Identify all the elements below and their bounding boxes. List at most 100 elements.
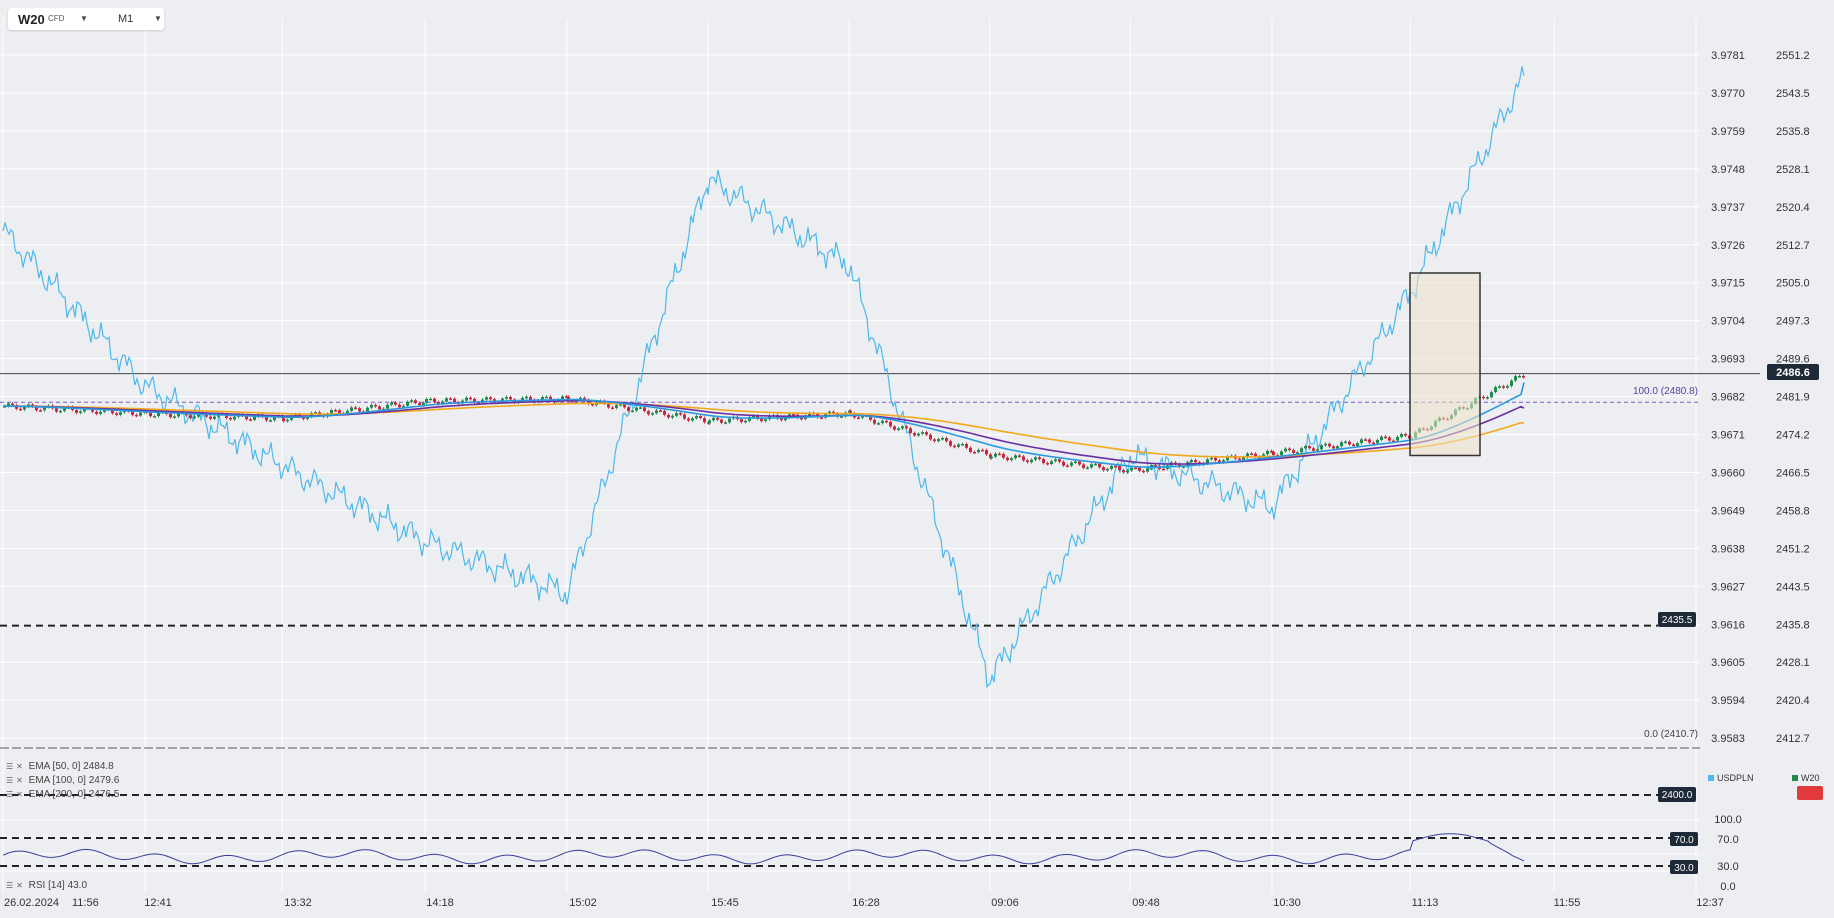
candle-down xyxy=(39,410,42,412)
candle-down xyxy=(1348,441,1351,445)
candle-down xyxy=(449,398,452,400)
candle-up xyxy=(1316,449,1319,451)
candle-down xyxy=(720,419,723,423)
right-axis-tick-label: 2474.2 xyxy=(1776,430,1810,442)
settings-icon[interactable]: ☰ xyxy=(6,776,14,785)
candle-down xyxy=(945,437,948,442)
close-icon[interactable]: ✕ xyxy=(16,776,23,785)
candle-up xyxy=(1400,434,1403,437)
candle-down xyxy=(477,402,480,404)
left-axis-tick-label: 3.9583 xyxy=(1711,733,1745,745)
timeframe-dropdown-icon[interactable]: ▼ xyxy=(154,14,162,23)
left-axis-tick-label: 3.9627 xyxy=(1711,581,1745,593)
candle-up xyxy=(941,437,944,440)
candle-down xyxy=(703,418,706,423)
candle-down xyxy=(1254,453,1257,457)
candle-up xyxy=(1510,380,1513,387)
candle-up xyxy=(306,416,309,420)
candle-down xyxy=(679,413,682,415)
candle-down xyxy=(91,408,94,412)
close-icon[interactable]: ✕ xyxy=(16,762,23,771)
candle-down xyxy=(820,417,823,419)
ema200-legend-text: EMA [200, 0] 2476.5 xyxy=(28,789,120,800)
candle-down xyxy=(832,411,835,414)
candle-down xyxy=(1022,456,1025,461)
candle-up xyxy=(386,404,389,409)
candle-down xyxy=(780,418,783,421)
right-axis-tick-label: 2466.5 xyxy=(1776,467,1810,479)
candle-up xyxy=(153,416,156,418)
candle-down xyxy=(302,416,305,420)
candle-up xyxy=(708,420,711,424)
w20-legend: W20 xyxy=(1792,773,1820,783)
close-icon[interactable]: ✕ xyxy=(16,881,23,890)
legend-rsi[interactable]: ☰ ✕ RSI [14] 43.0 xyxy=(6,880,87,891)
right-axis-tick-label: 2551.2 xyxy=(1776,50,1810,62)
right-axis-tick-label: 2420.4 xyxy=(1776,695,1810,707)
rsi-legend-text: RSI [14] 43.0 xyxy=(28,880,88,891)
candle-up xyxy=(350,407,353,411)
left-axis-tick-label: 3.9693 xyxy=(1711,354,1745,366)
settings-icon[interactable]: ☰ xyxy=(6,762,14,771)
settings-icon[interactable]: ☰ xyxy=(6,790,14,799)
candle-down xyxy=(1102,467,1105,471)
right-axis-tick-label: 2412.7 xyxy=(1776,733,1810,745)
highlight-rectangle xyxy=(1409,272,1481,457)
close-icon[interactable]: ✕ xyxy=(16,790,23,799)
candle-up xyxy=(410,400,413,402)
left-axis-tick-label: 3.9759 xyxy=(1711,126,1745,138)
candle-up xyxy=(957,444,960,447)
right-price-axis: 2551.2 2543.5 2535.8 2528.1 2520.4 2512.7 2505… xyxy=(1776,50,1810,745)
candle-down xyxy=(647,411,650,415)
candle-up xyxy=(1494,387,1497,393)
candle-down xyxy=(11,403,14,406)
candle-down xyxy=(885,420,888,423)
candle-down xyxy=(394,402,397,405)
candle-up xyxy=(346,410,349,415)
time-axis-label: 09:06 xyxy=(991,897,1019,909)
left-axis-tick-label: 3.9770 xyxy=(1711,88,1745,100)
candle-down xyxy=(1062,461,1065,466)
candle-down xyxy=(131,411,134,415)
candle-up xyxy=(994,453,997,457)
candle-down xyxy=(1352,444,1355,446)
time-axis-label: 15:45 xyxy=(711,897,739,909)
legend-ema50[interactable]: ☰ ✕ EMA [50, 0] 2484.8 xyxy=(6,761,114,772)
candle-down xyxy=(1238,458,1241,461)
candle-up xyxy=(1130,467,1133,471)
candle-up xyxy=(1146,468,1149,472)
ema100-legend-text: EMA [100, 0] 2479.6 xyxy=(28,775,120,786)
left-axis-tick-label: 3.9704 xyxy=(1711,316,1745,328)
candle-up xyxy=(1324,443,1327,446)
symbol-dropdown-icon[interactable]: ▼ xyxy=(80,14,88,23)
candle-down xyxy=(1006,457,1009,461)
candle-up xyxy=(273,416,276,421)
candle-down xyxy=(1392,440,1395,443)
candle-down xyxy=(965,443,968,448)
candle-up xyxy=(1070,462,1073,466)
left-axis-tick-label: 3.9660 xyxy=(1711,467,1745,479)
candle-up xyxy=(157,412,160,417)
candle-up xyxy=(977,449,980,453)
settings-icon[interactable]: ☰ xyxy=(6,881,14,890)
candle-down xyxy=(1308,446,1311,449)
candle-up xyxy=(615,405,618,408)
left-axis-tick-label: 3.9616 xyxy=(1711,619,1745,631)
symbol-selector[interactable]: W20 CFD ▼ M1 ▼ xyxy=(8,8,164,30)
timeframe-selector[interactable]: M1 xyxy=(118,13,134,25)
candle-down xyxy=(334,410,337,412)
candle-up xyxy=(406,401,409,406)
candle-down xyxy=(667,414,670,418)
candle-down xyxy=(760,418,763,422)
candle-up xyxy=(764,419,767,422)
left-axis-tick-label: 3.9748 xyxy=(1711,164,1745,176)
level-2400-badge: 2400.0 xyxy=(1658,787,1696,802)
candle-up xyxy=(1380,436,1383,440)
candle-up xyxy=(7,403,10,407)
candle-down xyxy=(998,453,1001,456)
legend-ema100[interactable]: ☰ ✕ EMA [100, 0] 2479.6 xyxy=(6,775,119,786)
candle-up xyxy=(897,428,900,430)
legend-ema200[interactable]: ☰ ✕ EMA [200, 0] 2476.5 xyxy=(6,789,119,800)
candle-down xyxy=(19,408,22,411)
